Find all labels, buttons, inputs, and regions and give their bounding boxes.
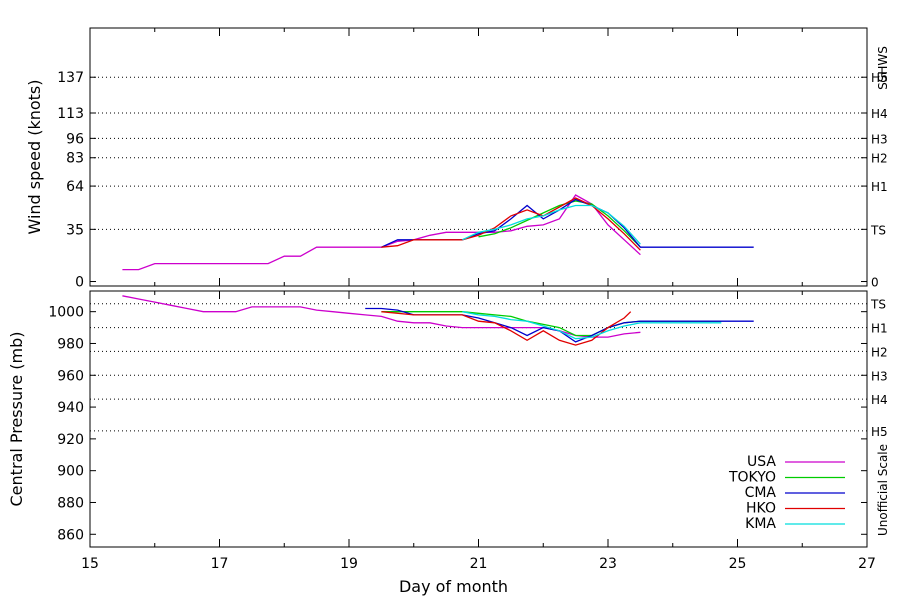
legend-label: TOKYO [728,470,776,486]
legend-label: KMA [745,516,776,532]
legend-label: USA [747,454,776,470]
y-axis-title: Wind speed (knots) [25,79,44,234]
y-tick-label: 35 [66,222,84,238]
x-tick-label: 15 [81,556,99,572]
x-axis-title: Day of month [399,577,508,596]
right-scale-title: SSHWS [876,46,890,90]
series-line-hko [381,311,632,346]
y-tick-label: 960 [57,368,84,384]
category-label: H2 [871,152,888,166]
y-tick-label: 980 [57,336,84,352]
series-line-cma [365,307,754,343]
central-pressure-panel: TS H1 H2 H3 H4 H5 860 880 900 920 940 960 980 1000 15 1… [7,290,890,596]
x-tick-label: 23 [599,556,617,572]
legend-label: CMA [745,485,777,501]
category-label: H1 [871,180,888,194]
y-tick-label: 137 [57,70,84,86]
series-line-usa [122,194,641,271]
series-line-kma [462,204,641,245]
y-tick-label: 0 [75,275,84,291]
y-tick-label: 940 [57,400,84,416]
y-tick-label: 920 [57,432,84,448]
category-label: H1 [871,322,888,336]
right-scale-title: Unofficial Scale [876,444,890,536]
y-axis-title: Central Pressure (mb) [7,332,26,507]
category-label: H3 [871,369,888,383]
y-tick-label: 900 [57,464,84,480]
series-line-tokyo [478,200,641,248]
x-tick-label: 19 [340,556,358,572]
category-label: H3 [871,132,888,146]
y-tick-label: 1000 [48,305,84,321]
y-tick-label: 880 [57,495,84,511]
y-tick-label: 96 [66,131,84,147]
x-tick-label: 27 [858,556,876,572]
category-label: TS [870,223,886,237]
x-tick-label: 17 [211,556,229,572]
category-label: H5 [871,71,888,85]
x-tick-label: 21 [470,556,488,572]
x-tick-label: 25 [729,556,747,572]
category-label: H2 [871,345,888,359]
wind-speed-panel: TS H1 H2 H3 H4 H5 0 0 35 64 83 96 113 137 Wind speed (… [25,27,890,291]
y-tick-label: 83 [66,151,84,167]
series-line-hko [381,197,641,251]
y-tick-label: 860 [57,527,84,543]
y-tick-label: 113 [57,106,84,122]
series-line-kma [462,311,722,340]
category-label: H5 [871,425,888,439]
category-label: TS [870,298,886,312]
category-label: H4 [871,107,888,121]
category-label: 0 [871,276,879,290]
series-line-usa [122,295,641,338]
y-tick-label: 64 [66,179,84,195]
category-label: H4 [871,393,888,407]
legend-label: HKO [746,501,776,517]
